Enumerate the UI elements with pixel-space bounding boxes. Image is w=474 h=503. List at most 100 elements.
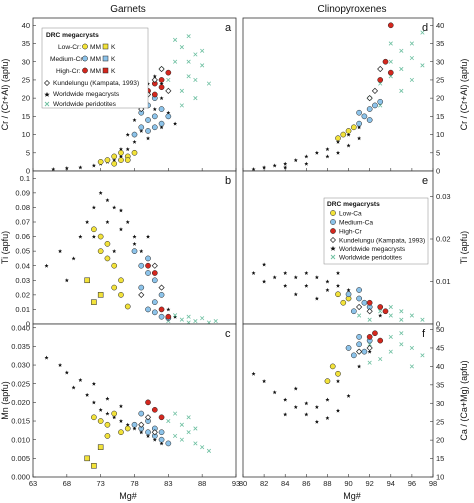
worldwide-peridotites-point xyxy=(173,433,178,439)
worldwide-megacrysts-point xyxy=(44,263,49,268)
panel-letter-a: a xyxy=(225,22,232,34)
worldwide-megacrysts-point xyxy=(146,136,151,141)
legend-low-cr-mm-marker xyxy=(82,43,88,50)
medium-cr-mm-point xyxy=(138,410,145,417)
worldwide-megacrysts-point xyxy=(118,208,123,213)
high-cr-point xyxy=(387,69,394,76)
worldwide-megacrysts-point xyxy=(336,283,340,288)
low-cr-mm-point xyxy=(97,248,104,254)
worldwide-megacrysts-point xyxy=(262,262,267,267)
y-axis-label-a: Cr / (Cr+Al) (apfu) xyxy=(0,59,10,131)
y-tick-label: 0.06 xyxy=(15,232,30,241)
worldwide-megacrysts-point xyxy=(304,161,309,166)
medium-cr-mm-point xyxy=(158,292,165,298)
high-cr-point xyxy=(366,334,373,340)
kundelungu-kampata-1993-point xyxy=(165,87,172,94)
legend-garnet-worldwide-peridotites: Worldwide peridotites xyxy=(53,101,117,108)
legend-kundelungu-marker xyxy=(44,80,50,86)
legend-cpx-high-cr: High-Cr xyxy=(339,229,363,236)
y-tick-label: 20 xyxy=(436,436,444,445)
worldwide-peridotites-point xyxy=(179,437,184,442)
high-cr-mm-point xyxy=(158,77,165,83)
medium-ca-point xyxy=(350,308,357,315)
worldwide-megacrysts-point xyxy=(173,121,178,126)
worldwide-megacrysts-point xyxy=(251,371,256,376)
worldwide-megacrysts-point xyxy=(118,227,123,232)
worldwide-peridotites-point xyxy=(388,313,393,318)
worldwide-megacrysts-point xyxy=(367,349,372,354)
worldwide-megacrysts-point xyxy=(283,161,288,166)
worldwide-peridotites-point xyxy=(388,349,393,354)
worldwide-megacrysts-point xyxy=(272,390,277,395)
legend-high-cr-marker xyxy=(330,228,336,234)
worldwide-peridotites-point xyxy=(388,59,393,64)
x-tick-label: 88 xyxy=(323,479,331,488)
y-tick-label: 5 xyxy=(26,148,30,157)
high-cr-mm-point xyxy=(151,406,158,413)
x-tick-label: 93 xyxy=(232,479,240,488)
medium-cr-mm-point xyxy=(138,262,145,269)
y-tick-label: 40 xyxy=(436,21,444,30)
low-cr-mm-point xyxy=(111,262,118,269)
legend-cpx-worldwide-megacrysts: Worldwide megacrysts xyxy=(339,246,406,253)
worldwide-peridotites-point xyxy=(420,317,425,322)
worldwide-megacrysts-point xyxy=(132,139,137,144)
y-tick-label: 25 xyxy=(22,76,30,85)
high-cr-mm-point xyxy=(158,84,165,91)
low-cr-mm-point xyxy=(97,159,104,165)
worldwide-megacrysts-point xyxy=(293,158,298,163)
col-title-clinopyroxenes: Clinopyroxenes xyxy=(318,4,387,15)
low-cr-mm-point xyxy=(91,414,97,421)
legend-cpx-medium-ca: Medium-Ca xyxy=(339,220,373,227)
panel-b: 0 0.01 0.02 0.03 0.04 0.05 0.06 0.07 0.08 0.09 0.1… xyxy=(0,170,237,329)
medium-ca-point xyxy=(372,102,378,109)
low-cr-mm-point xyxy=(118,277,124,284)
worldwide-peridotites-point xyxy=(186,415,191,420)
worldwide-megacrysts-point xyxy=(132,241,137,246)
worldwide-peridotites-point xyxy=(200,316,205,321)
worldwide-megacrysts-point xyxy=(159,125,164,130)
worldwide-megacrysts-point xyxy=(112,205,117,210)
legend-cpx-worldwide-peridotites: Worldwide peridotites xyxy=(339,255,403,262)
low-cr-mm-point xyxy=(104,421,111,428)
worldwide-megacrysts-point xyxy=(105,411,110,416)
worldwide-megacrysts-point xyxy=(283,271,288,275)
y-tick-label: 25 xyxy=(436,417,444,426)
worldwide-megacrysts-point xyxy=(112,249,117,254)
y-tick-label: 10 xyxy=(22,130,30,139)
worldwide-megacrysts-point xyxy=(325,147,330,152)
worldwide-megacrysts-point xyxy=(336,408,340,413)
y-tick-label: 35 xyxy=(436,380,444,389)
high-cr-mm-point xyxy=(151,270,158,276)
worldwide-peridotites-point xyxy=(193,96,198,101)
medium-cr-mm-point xyxy=(158,436,165,443)
worldwide-peridotites-point xyxy=(409,345,414,351)
worldwide-megacrysts-point xyxy=(91,163,96,168)
y-tick-label: 0.09 xyxy=(15,188,30,197)
low-cr-mm-point xyxy=(97,418,104,424)
worldwide-megacrysts-point xyxy=(44,355,49,360)
low-cr-k-point xyxy=(84,455,90,462)
high-cr-mm-point xyxy=(151,91,158,98)
legend-garnet-row-low-k: K xyxy=(111,44,116,51)
worldwide-megacrysts-point xyxy=(132,118,137,122)
worldwide-megacrysts-point xyxy=(325,279,330,284)
worldwide-megacrysts-point xyxy=(132,426,137,431)
worldwide-megacrysts-point xyxy=(283,412,288,417)
legend-garnet: DRC megacrysts Low-Cr: MM K Medium-Cr: M… xyxy=(41,27,149,109)
kundelungu-kampata-1993-point xyxy=(151,262,158,269)
medium-ca-point xyxy=(356,295,362,302)
y-tick-label: 20 xyxy=(436,94,444,103)
medium-cr-mm-point xyxy=(145,255,151,262)
low-ca-point xyxy=(350,124,357,131)
medium-ca-point xyxy=(366,117,373,123)
medium-cr-mm-point xyxy=(145,270,151,276)
worldwide-peridotites-point xyxy=(399,48,404,53)
kundelungu-kampata-1993-point xyxy=(377,65,384,73)
worldwide-peridotites-point xyxy=(409,41,414,46)
panel-letter-b: b xyxy=(225,175,231,187)
low-cr-k-point xyxy=(97,292,104,298)
kundelungu-kampata-1993-point xyxy=(356,348,363,355)
worldwide-megacrysts-point xyxy=(64,370,69,375)
worldwide-peridotites-point xyxy=(357,313,362,318)
